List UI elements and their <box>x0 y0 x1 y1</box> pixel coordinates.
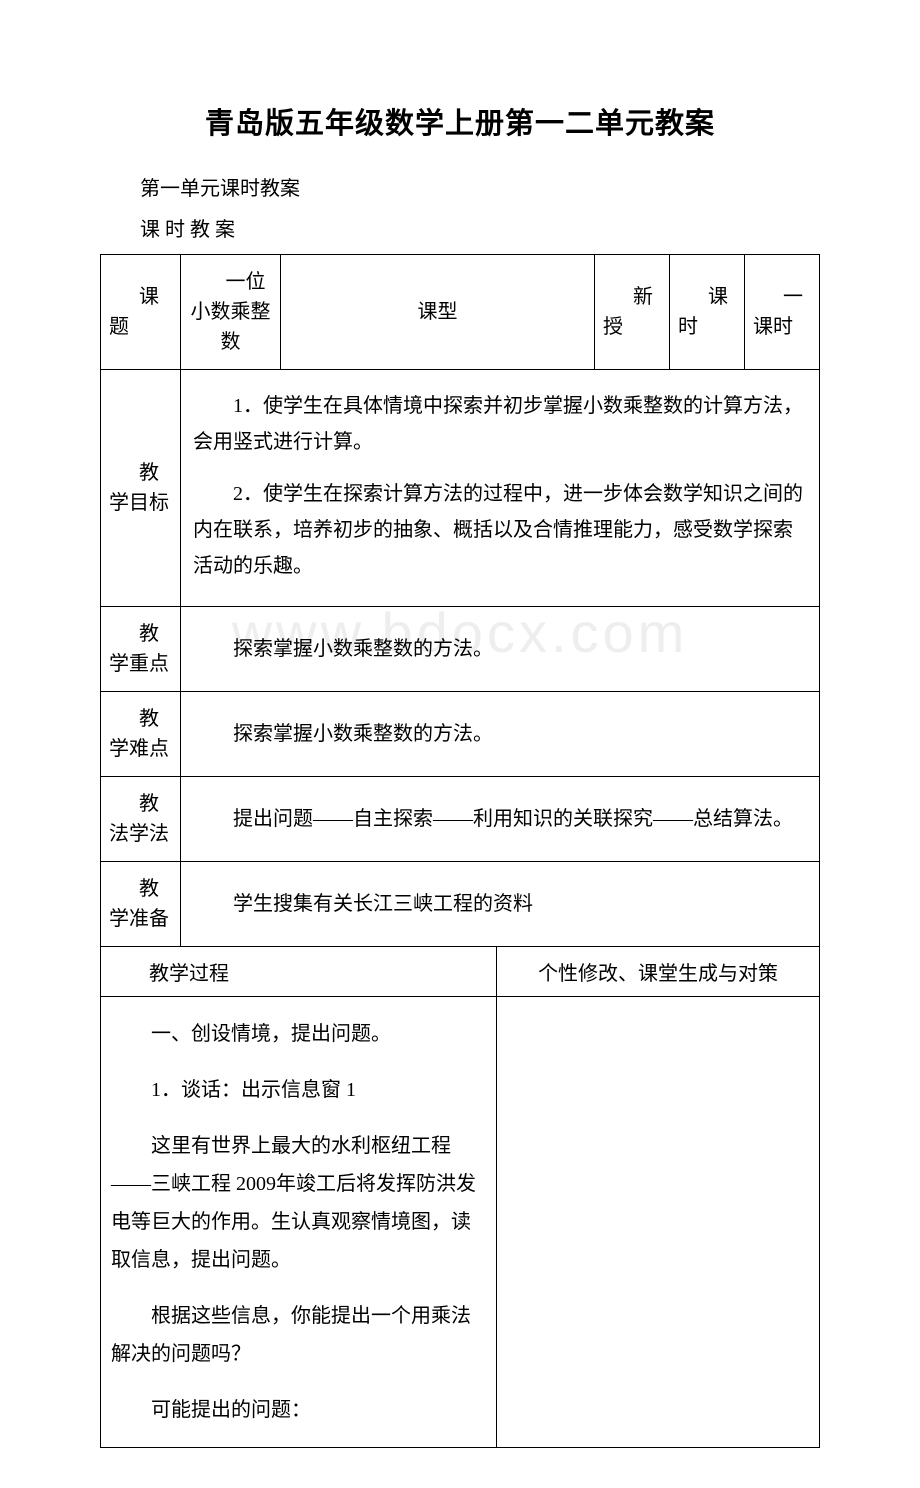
process-p3: 这里有世界上最大的水利枢纽工程——三峡工程 2009年竣工后将发挥防洪发电等巨大… <box>111 1127 486 1279</box>
objective-2: 2．使学生在探索计算方法的过程中，进一步体会数学知识之间的内在联系，培养初步的抽… <box>193 476 807 584</box>
process-content: 一、创设情境，提出问题。 1．谈话：出示信息窗 1 这里有世界上最大的水利枢纽工… <box>101 997 497 1448</box>
difficulty-row: 教学难点 探索掌握小数乘整数的方法。 <box>101 692 820 777</box>
focus-row: 教学重点 探索掌握小数乘整数的方法。 <box>101 607 820 692</box>
header-row: 课题 一位小数乘整数 课型 新授 课时 一课时 <box>101 255 820 370</box>
methods-label: 教法学法 <box>101 777 181 862</box>
difficulty-label: 教学难点 <box>101 692 181 777</box>
preparation-label: 教学准备 <box>101 862 181 947</box>
preparation-content: 学生搜集有关长江三峡工程的资料 <box>181 862 820 947</box>
focus-label: 教学重点 <box>101 607 181 692</box>
period-value: 一课时 <box>745 255 820 370</box>
class-type-value: 新授 <box>595 255 670 370</box>
process-notes <box>497 997 820 1448</box>
objective-1: 1．使学生在具体情境中探索并初步掌握小数乘整数的计算方法，会用竖式进行计算。 <box>193 388 807 460</box>
focus-content: 探索掌握小数乘整数的方法。 <box>181 607 820 692</box>
class-type-label: 课型 <box>281 255 595 370</box>
process-p4: 根据这些信息，你能提出一个用乘法解决的问题吗？ <box>111 1297 486 1373</box>
objectives-row: 教学目标 1．使学生在具体情境中探索并初步掌握小数乘整数的计算方法，会用竖式进行… <box>101 370 820 607</box>
process-header-row: 教学过程 个性修改、课堂生成与对策 <box>101 947 820 997</box>
methods-content: 提出问题——自主探索——利用知识的关联探究——总结算法。 <box>181 777 820 862</box>
process-body-row: 一、创设情境，提出问题。 1．谈话：出示信息窗 1 这里有世界上最大的水利枢纽工… <box>101 997 820 1448</box>
subtitle-lesson: 课 时 教 案 <box>100 213 820 242</box>
process-p1: 一、创设情境，提出问题。 <box>111 1015 486 1053</box>
preparation-row: 教学准备 学生搜集有关长江三峡工程的资料 <box>101 862 820 947</box>
methods-row: 教法学法 提出问题——自主探索——利用知识的关联探究——总结算法。 <box>101 777 820 862</box>
objectives-label: 教学目标 <box>101 370 181 607</box>
topic-label: 课题 <box>101 255 181 370</box>
topic-value: 一位小数乘整数 <box>181 255 281 370</box>
objectives-content: 1．使学生在具体情境中探索并初步掌握小数乘整数的计算方法，会用竖式进行计算。 2… <box>181 370 820 607</box>
process-p2: 1．谈话：出示信息窗 1 <box>111 1071 486 1109</box>
page-title: 青岛版五年级数学上册第一二单元教案 <box>100 100 820 142</box>
lesson-plan-table: 课题 一位小数乘整数 课型 新授 课时 一课时 教学目标 1．使学生在具体情境中… <box>100 254 820 1448</box>
period-label: 课时 <box>670 255 745 370</box>
process-p5: 可能提出的问题： <box>111 1391 486 1429</box>
process-header-right: 个性修改、课堂生成与对策 <box>497 947 820 997</box>
subtitle-unit: 第一单元课时教案 <box>100 172 820 201</box>
difficulty-content: 探索掌握小数乘整数的方法。 <box>181 692 820 777</box>
process-header-left: 教学过程 <box>101 947 497 997</box>
